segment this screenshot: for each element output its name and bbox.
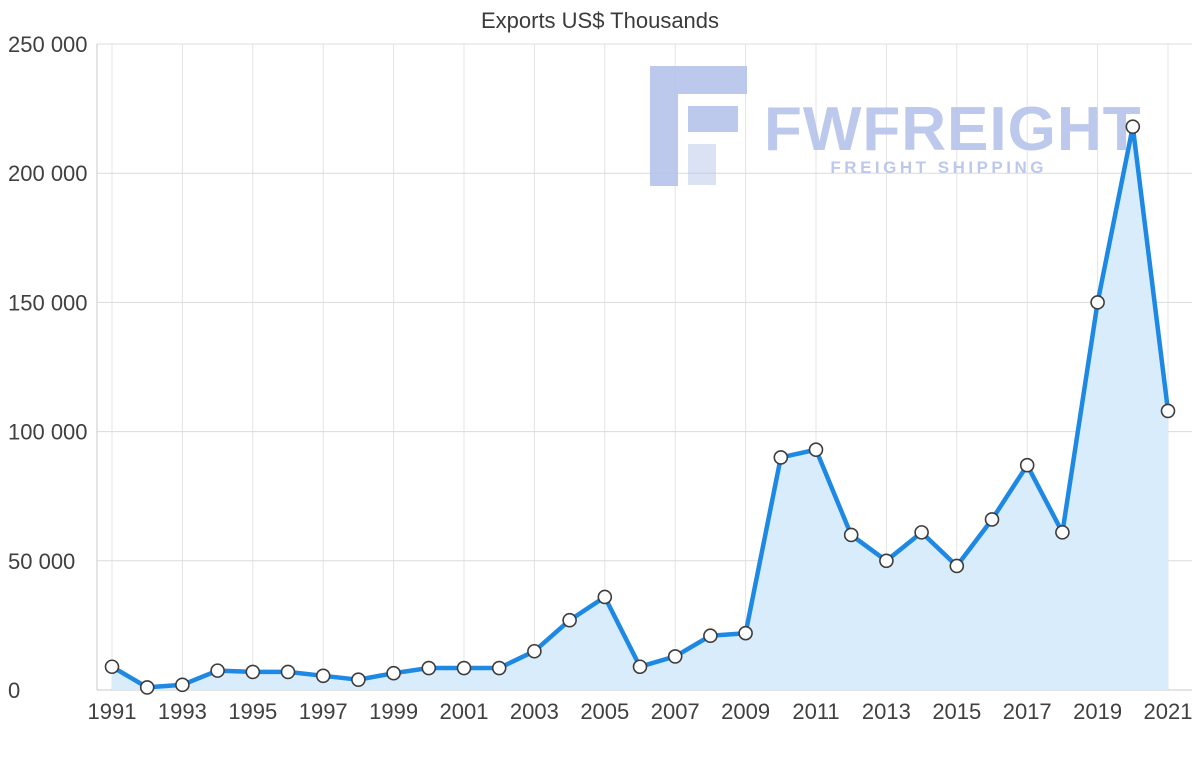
watermark-brand: FWFREIGHT — [764, 95, 1142, 164]
data-point-1991[interactable] — [104, 659, 120, 675]
data-point-2013[interactable] — [879, 553, 894, 569]
y-axis-tick-label: 150 000 — [8, 290, 88, 315]
x-axis-tick-label: 1999 — [369, 699, 418, 724]
data-point-2018[interactable] — [1055, 525, 1070, 540]
x-axis-tick-label: 2019 — [1073, 699, 1122, 724]
data-point-2009[interactable] — [738, 625, 753, 641]
data-point-2007[interactable] — [667, 649, 683, 664]
x-axis-tick-label: 2011 — [792, 699, 839, 724]
x-axis-tick-label: 1997 — [299, 699, 348, 724]
data-point-2010[interactable] — [773, 450, 789, 465]
data-point-2021[interactable] — [1160, 403, 1176, 419]
x-axis-tick-label: 2007 — [651, 699, 700, 724]
data-point-2000[interactable] — [421, 660, 437, 676]
data-point-2017[interactable] — [1019, 457, 1035, 473]
data-point-2008[interactable] — [703, 628, 718, 644]
data-point-2006[interactable] — [632, 659, 648, 675]
x-axis-tick-label: 2021 — [1144, 699, 1193, 724]
x-axis-tick-label: 2017 — [1003, 699, 1052, 724]
data-point-2004[interactable] — [562, 612, 577, 628]
y-axis-tick-label: 200 000 — [8, 161, 88, 186]
data-point-2005[interactable] — [597, 589, 613, 605]
x-axis-tick-label: 2005 — [580, 699, 629, 724]
data-point-1995[interactable] — [245, 664, 261, 680]
data-point-2002[interactable] — [491, 660, 507, 676]
fwfreight-logo-icon — [650, 66, 747, 186]
data-point-2011[interactable] — [808, 442, 824, 457]
y-axis-tick-label: 250 000 — [8, 32, 88, 57]
data-point-2020[interactable] — [1125, 119, 1141, 134]
data-point-1998[interactable] — [351, 672, 366, 687]
data-point-1993[interactable] — [175, 677, 190, 693]
data-point-2014[interactable] — [914, 525, 929, 540]
series-layer — [104, 119, 1176, 695]
y-axis-tick-label: 50 000 — [8, 549, 75, 574]
series-area-fill — [112, 126, 1168, 690]
watermark: FWFREIGHT FREIGHT SHIPPING — [650, 66, 1142, 186]
data-point-1997[interactable] — [315, 668, 331, 684]
x-axis-tick-label: 2013 — [862, 699, 911, 724]
x-axis-tick-label: 1995 — [228, 699, 277, 724]
data-point-1996[interactable] — [280, 664, 296, 680]
x-axis-tick-label: 1991 — [88, 699, 137, 724]
x-axis-tick-label: 2015 — [932, 699, 981, 724]
data-point-2003[interactable] — [527, 643, 542, 659]
data-point-1999[interactable] — [386, 665, 401, 681]
watermark-tagline: FREIGHT SHIPPING — [830, 158, 1047, 177]
x-axis-tick-label: 2009 — [721, 699, 770, 724]
x-axis-tick-label: 2003 — [510, 699, 559, 724]
data-point-2001[interactable] — [456, 660, 472, 676]
chart-title: Exports US$ Thousands — [480, 8, 720, 33]
data-point-1992[interactable] — [139, 680, 155, 695]
y-axis-tick-label: 100 000 — [8, 420, 88, 445]
data-point-2016[interactable] — [984, 512, 1000, 527]
x-axis-tick-label: 1993 — [158, 699, 207, 724]
data-point-1994[interactable] — [210, 663, 225, 678]
data-point-2012[interactable] — [843, 527, 859, 543]
data-point-2015[interactable] — [949, 558, 965, 574]
y-axis-tick-label: 0 — [8, 678, 20, 703]
data-point-2019[interactable] — [1090, 295, 1105, 310]
x-axis-tick-label: 2001 — [440, 699, 489, 724]
axis-labels-layer: 0 50 000 100 000 150 000 200 000 250 000 1991 1… — [8, 32, 1192, 724]
